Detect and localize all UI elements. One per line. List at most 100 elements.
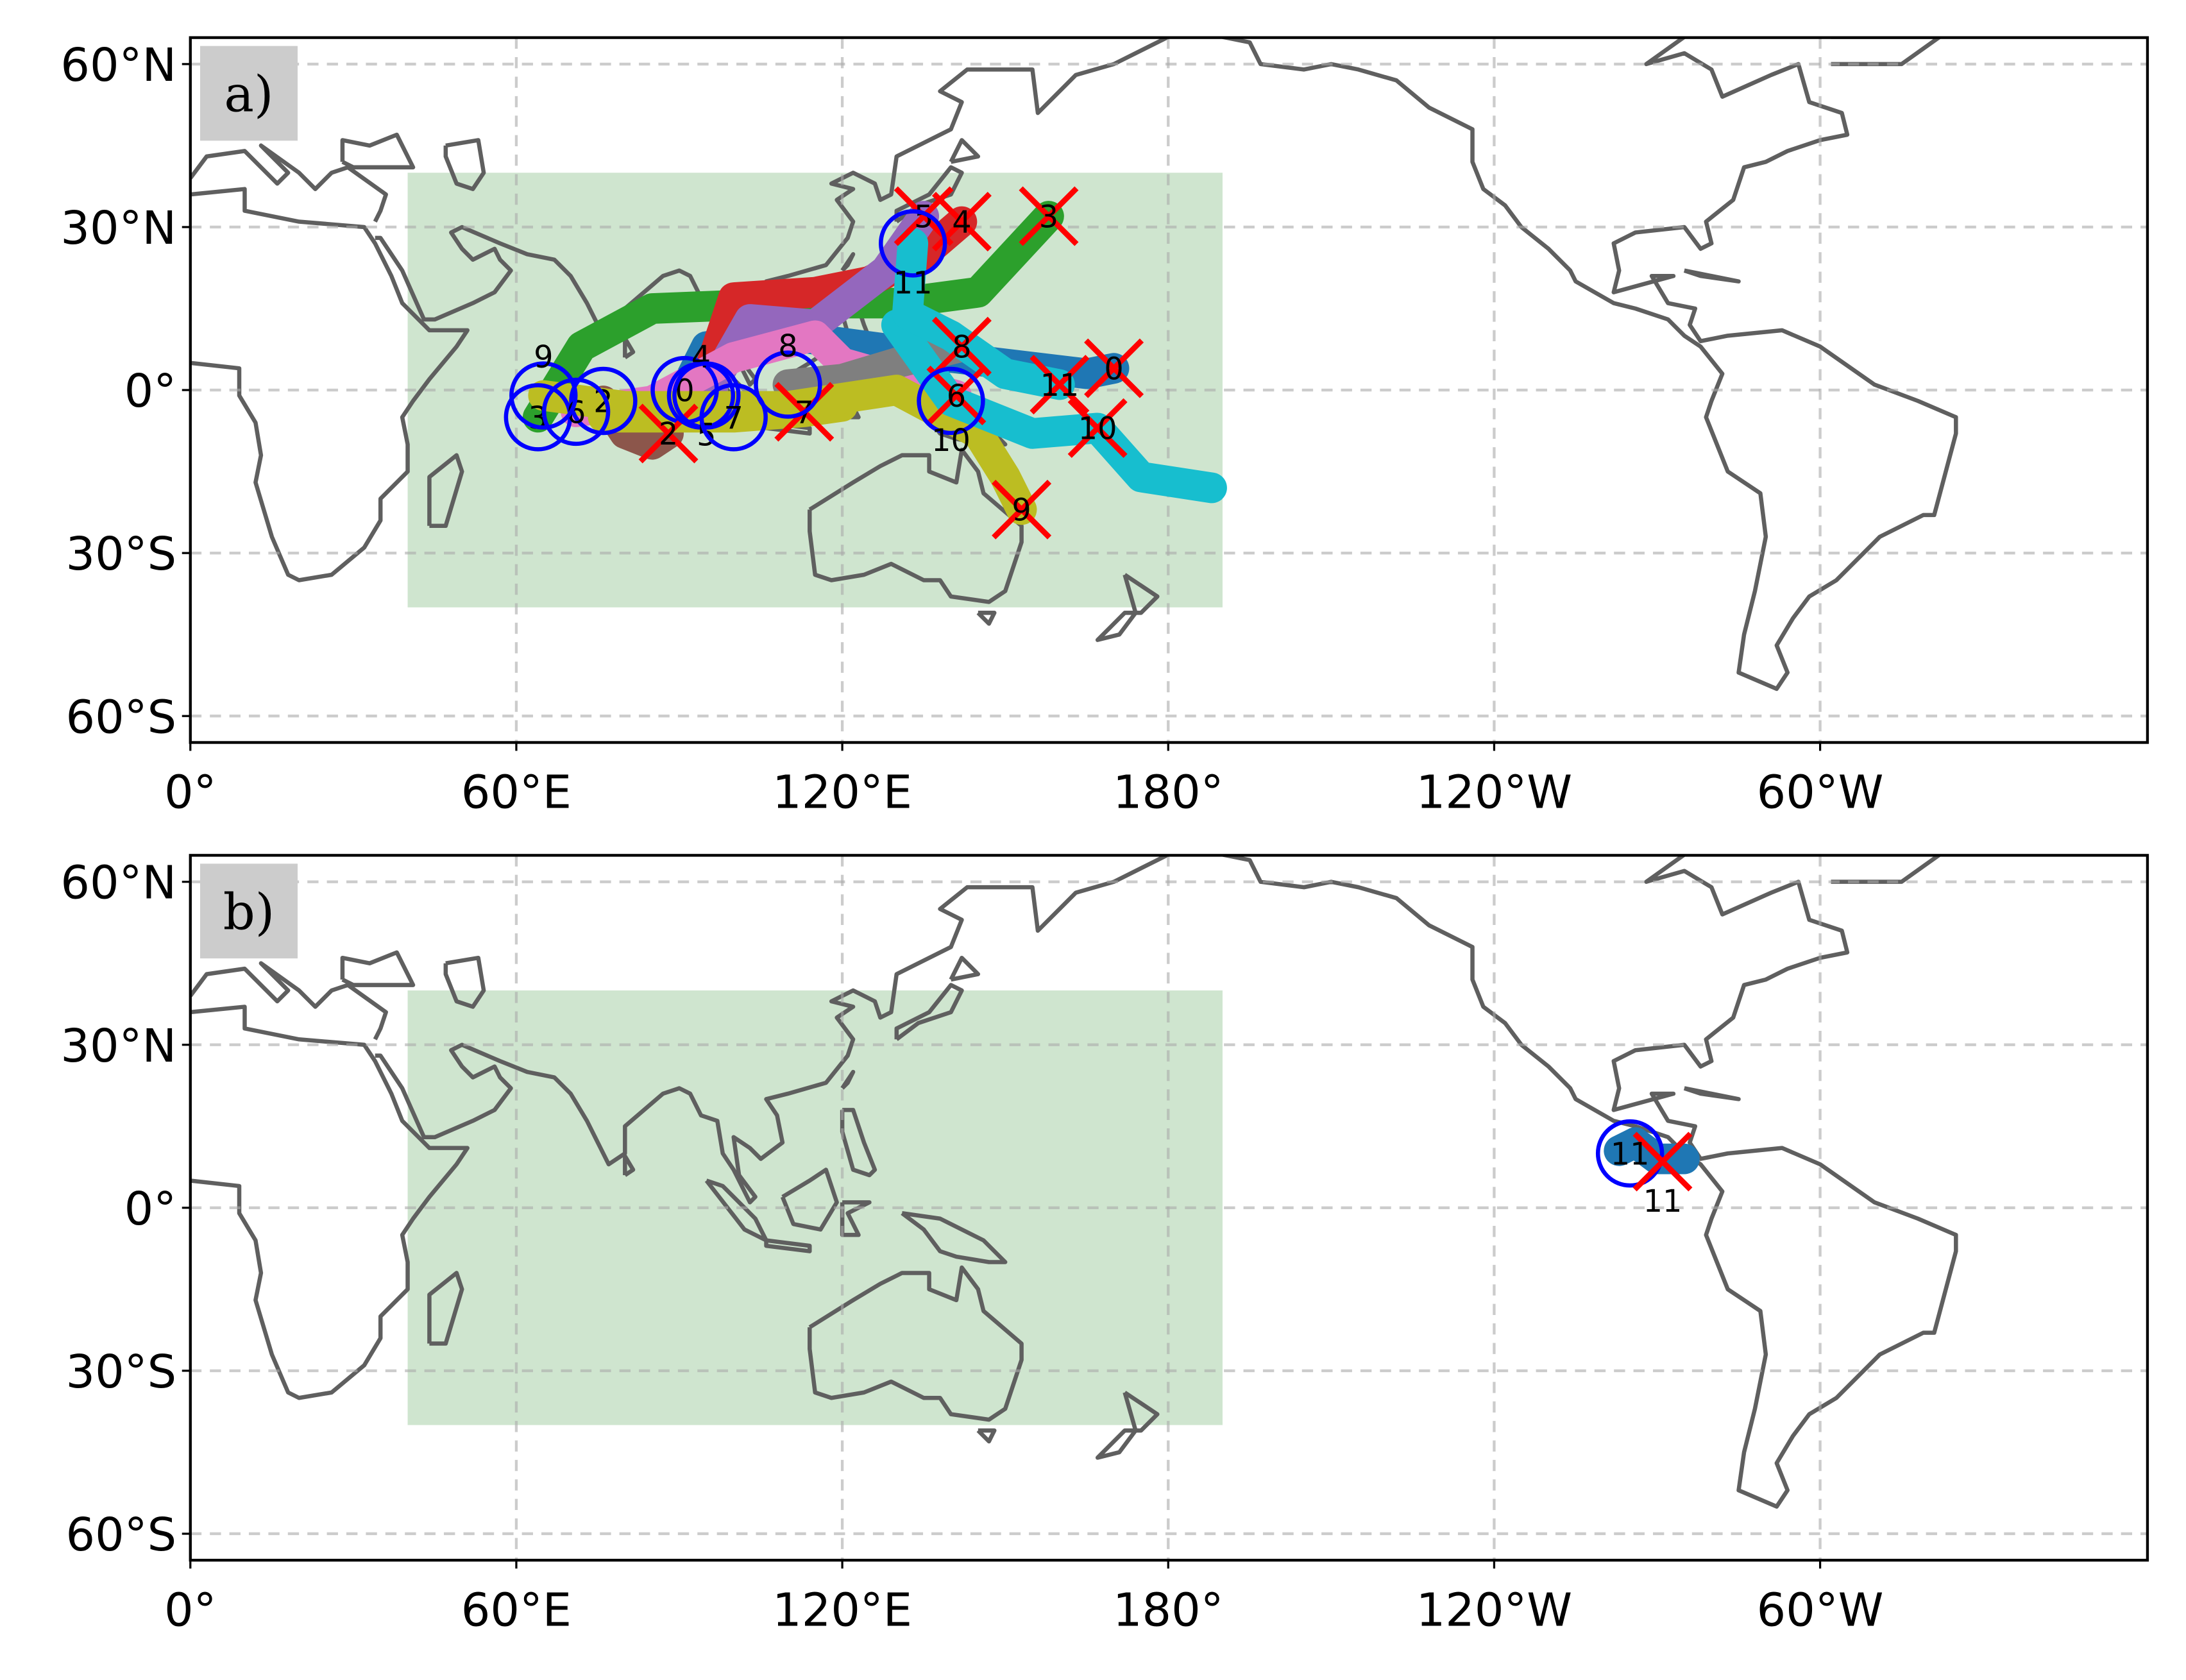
- storm-markers-3: 33: [504, 186, 1079, 452]
- coastline: [190, 143, 388, 223]
- lysis-label: 4: [952, 205, 971, 241]
- coastline: [949, 955, 981, 982]
- coastline: [1683, 268, 1741, 284]
- genesis-circle: [672, 361, 741, 430]
- coastline: [949, 138, 981, 164]
- lysis-cross-icon: [1632, 1132, 1693, 1192]
- coastline: [1683, 1086, 1741, 1101]
- lysis-cross-icon: [1084, 338, 1144, 398]
- lysis-label: 0: [1104, 352, 1123, 387]
- genesis-circle: [879, 209, 947, 278]
- coastline: [443, 955, 486, 1009]
- x-tick-label: 120°E: [772, 1582, 912, 1636]
- x-tick-label: 60°W: [1757, 1582, 1884, 1636]
- storm-track: [1604, 1127, 1700, 1175]
- lysis-cross-icon: [638, 403, 699, 464]
- genesis-label: 7: [724, 401, 743, 436]
- genesis-label: 4: [691, 340, 711, 375]
- lysis-label: 9: [1012, 493, 1031, 529]
- storm-10: [881, 309, 1227, 504]
- y-tick-label: 30°S: [66, 1345, 176, 1398]
- lysis-cross-icon: [992, 479, 1052, 539]
- lysis-label: 2: [659, 417, 678, 452]
- storm-track: [881, 309, 1227, 504]
- coastline: [190, 187, 470, 582]
- coastline: [427, 453, 464, 529]
- genesis-circle: [754, 350, 822, 419]
- x-tick-label: 120°W: [1416, 1582, 1572, 1636]
- coastline: [1831, 855, 1942, 884]
- y-tick-label: 60°N: [60, 38, 176, 92]
- x-tick-label: 120°W: [1416, 765, 1572, 819]
- storm-11: [1604, 1127, 1700, 1175]
- genesis-circle: [504, 383, 573, 452]
- panel-label: a): [224, 65, 273, 124]
- storm-markers-2: 22: [569, 366, 699, 464]
- coastline: [976, 1428, 997, 1444]
- coastline: [894, 983, 964, 1041]
- coastline: [1095, 1391, 1160, 1460]
- x-tick-label: 60°E: [461, 765, 572, 819]
- coastlines: [190, 855, 1958, 1509]
- lysis-cross-icon: [1029, 355, 1090, 415]
- coastline: [808, 1265, 1024, 1422]
- genesis-circle: [1595, 1119, 1665, 1188]
- x-tick-label: 180°: [1113, 765, 1224, 819]
- lysis-label: 11: [1040, 368, 1079, 403]
- coastline: [375, 37, 1169, 387]
- x-tick-label: 60°W: [1757, 765, 1884, 819]
- panel-label: b): [223, 883, 275, 941]
- x-tick-label: 0°: [164, 1582, 216, 1636]
- y-tick-label: 30°N: [60, 201, 176, 255]
- lysis-cross-icon: [1067, 398, 1128, 458]
- coastline: [190, 1005, 470, 1400]
- coastline: [840, 252, 856, 273]
- lysis-label: 11: [1643, 1184, 1682, 1219]
- coastline: [840, 1069, 856, 1090]
- lysis-label: 3: [1039, 199, 1058, 235]
- genesis-label: 8: [778, 329, 797, 364]
- coastline: [340, 132, 416, 170]
- coastline: [340, 950, 416, 987]
- genesis-circle: [917, 366, 985, 436]
- genesis-label: 10: [931, 423, 970, 459]
- panel-label-box: [199, 46, 298, 141]
- x-tick-label: 0°: [164, 765, 216, 819]
- coastline: [1222, 855, 1958, 1509]
- genesis-label: 11: [894, 266, 933, 301]
- genesis-label: 9: [534, 340, 553, 375]
- coastline: [780, 1167, 839, 1232]
- y-tick-label: 30°N: [60, 1019, 176, 1073]
- coastline: [623, 1154, 636, 1177]
- genesis-circle: [541, 377, 611, 446]
- coastline: [840, 1108, 877, 1178]
- y-tick-label: 60°S: [66, 1507, 176, 1561]
- y-tick-label: 0°: [124, 1182, 176, 1235]
- panel-label-box: [199, 863, 298, 959]
- y-tick-label: 60°S: [66, 690, 176, 743]
- coastline: [1095, 573, 1160, 642]
- coastline: [427, 1271, 464, 1346]
- genesis-circle: [699, 383, 768, 452]
- coastline: [901, 1211, 1008, 1264]
- lysis-label: 8: [952, 330, 971, 366]
- genesis-label: 11: [1611, 1137, 1650, 1172]
- y-tick-label: 60°N: [60, 856, 176, 910]
- coastline: [976, 611, 997, 626]
- coastline: [764, 1238, 812, 1253]
- genesis-circle: [569, 366, 638, 436]
- storm-track: [528, 375, 1037, 525]
- storm-markers-9: 99: [509, 340, 1052, 539]
- lysis-label: 6: [947, 379, 966, 414]
- x-tick-label: 60°E: [461, 1582, 572, 1636]
- x-tick-label: 120°E: [772, 765, 912, 819]
- y-tick-label: 0°: [124, 364, 176, 418]
- coastline: [808, 447, 1024, 604]
- storm-markers-11: 11 11: [879, 209, 1090, 415]
- coastline: [1831, 37, 1942, 67]
